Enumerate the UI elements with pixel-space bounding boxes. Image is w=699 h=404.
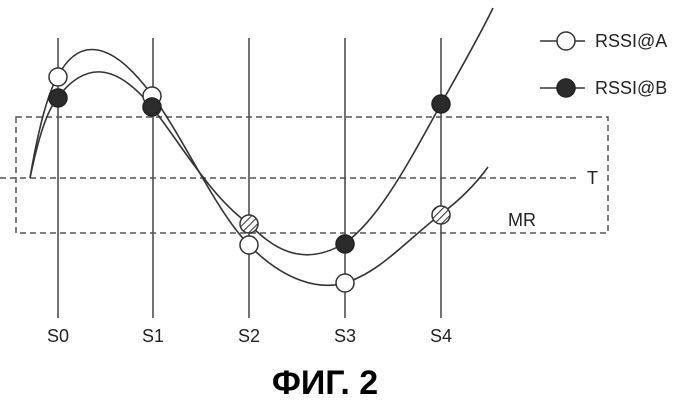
threshold-label: T bbox=[587, 168, 598, 188]
sample-label-s1: S1 bbox=[142, 326, 164, 346]
margin-label: MR bbox=[508, 210, 536, 230]
legend-marker-b bbox=[557, 79, 575, 97]
legend-label-a: RSSI@A bbox=[595, 31, 667, 51]
legend-label-b: RSSI@B bbox=[595, 78, 667, 98]
point-rssi-a-s2 bbox=[240, 236, 258, 254]
point-rssi-a-s3 bbox=[336, 274, 354, 292]
point-rssi-b-s0 bbox=[49, 89, 67, 107]
sample-label-s0: S0 bbox=[47, 326, 69, 346]
point-rssi-a-s0 bbox=[49, 68, 67, 86]
point-rssi-a-s4 bbox=[432, 206, 450, 224]
legend-marker-a bbox=[557, 32, 575, 50]
sample-label-s2: S2 bbox=[238, 326, 260, 346]
point-rssi-b-s1 bbox=[143, 98, 161, 116]
point-rssi-b-s3 bbox=[336, 235, 354, 253]
point-rssi-b-s4 bbox=[432, 95, 450, 113]
figure-caption: ФИГ. 2 bbox=[272, 364, 378, 402]
sample-label-s3: S3 bbox=[334, 326, 356, 346]
rssi-b-curve bbox=[30, 8, 493, 255]
sample-label-s4: S4 bbox=[430, 326, 452, 346]
point-rssi-b-s2 bbox=[240, 215, 258, 233]
legend: RSSI@A RSSI@B bbox=[540, 31, 667, 98]
rssi-a-curve bbox=[30, 50, 488, 286]
